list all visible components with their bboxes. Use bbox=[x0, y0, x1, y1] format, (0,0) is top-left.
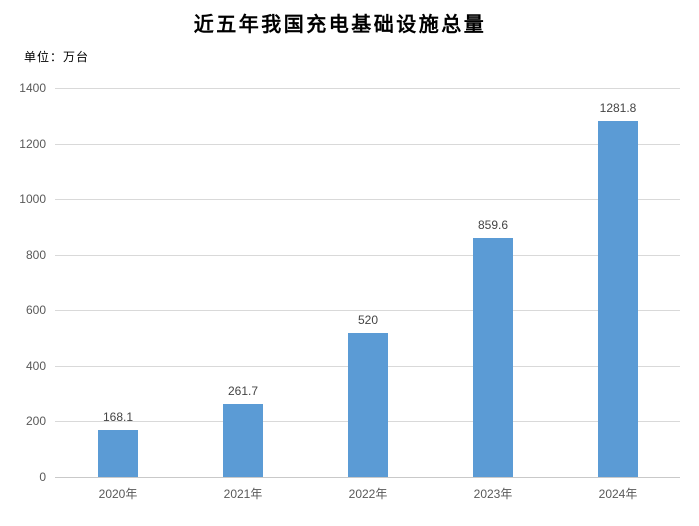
gridline bbox=[55, 310, 680, 311]
y-tick-label: 600 bbox=[25, 303, 46, 317]
bar-value-label: 520 bbox=[357, 313, 379, 327]
unit-label: 单位：万台 bbox=[24, 50, 90, 64]
bar bbox=[473, 238, 513, 477]
bar-value-label: 261.7 bbox=[227, 384, 259, 398]
bar bbox=[348, 333, 388, 477]
bar bbox=[98, 430, 138, 477]
y-tick-label: 1400 bbox=[19, 81, 46, 95]
y-tick-label: 400 bbox=[25, 359, 46, 373]
x-tick-label: 2024年 bbox=[598, 487, 638, 501]
x-tick-label: 2021年 bbox=[223, 487, 263, 501]
x-tick-label: 2020年 bbox=[98, 487, 138, 501]
x-axis-line bbox=[55, 477, 680, 478]
bar bbox=[598, 121, 638, 477]
bar-value-label: 1281.8 bbox=[599, 101, 637, 115]
y-tick-label: 0 bbox=[39, 470, 46, 484]
gridline bbox=[55, 88, 680, 89]
gridline bbox=[55, 199, 680, 200]
chart-title: 近五年我国充电基础设施总量 bbox=[193, 12, 487, 36]
x-tick-label: 2023年 bbox=[473, 487, 513, 501]
y-tick-label: 1000 bbox=[19, 192, 46, 206]
y-tick-label: 800 bbox=[25, 248, 46, 262]
gridline bbox=[55, 144, 680, 145]
bar bbox=[223, 404, 263, 477]
bar-value-label: 168.1 bbox=[102, 410, 134, 424]
gridline bbox=[55, 255, 680, 256]
y-tick-label: 1200 bbox=[19, 137, 46, 151]
x-tick-label: 2022年 bbox=[348, 487, 388, 501]
y-tick-label: 200 bbox=[25, 414, 46, 428]
bar-value-label: 859.6 bbox=[477, 218, 509, 232]
